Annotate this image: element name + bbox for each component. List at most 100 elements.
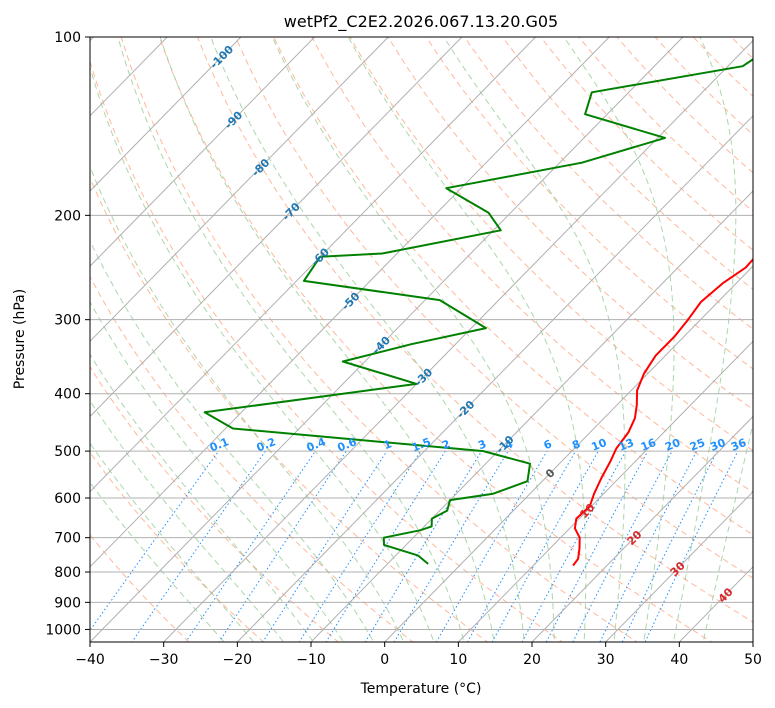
- mixing-ratio-label: 0.4: [305, 435, 328, 454]
- y-tick-label: 900: [54, 595, 81, 611]
- mixing-ratio-label: 8: [570, 437, 582, 452]
- x-tick-label: 40: [670, 652, 688, 668]
- dewpoint-line: [203, 58, 753, 565]
- mixing-ratio-label: 0.1: [208, 435, 231, 454]
- dry-adiabat-line: [90, 59, 564, 642]
- mixing-ratio-label: 30: [708, 436, 727, 454]
- dry-adiabat-line: [692, 37, 753, 98]
- x-tick-label: 50: [744, 652, 762, 668]
- isotherm-line: [310, 190, 753, 642]
- mixing-ratio-label: 0.2: [255, 435, 278, 454]
- x-axis-title: Temperature (°C): [360, 681, 482, 697]
- moist-adiabat-line: [90, 400, 285, 642]
- isotherm-line: [90, 37, 536, 493]
- dry-adiabat-line: [235, 37, 753, 579]
- dry-adiabat-line: [730, 37, 753, 60]
- mixing-ratio-label: 36: [729, 436, 748, 454]
- isotherm-line: [384, 265, 753, 642]
- dry-adiabat-line: [654, 37, 753, 136]
- y-tick-label: 500: [54, 444, 81, 460]
- moist-adiabat-line: [90, 239, 375, 642]
- isotherm-line: [752, 641, 753, 642]
- x-tick-label: −40: [75, 652, 105, 668]
- mixing-ratio-label: 20: [663, 436, 682, 454]
- x-tick-label: 30: [597, 652, 615, 668]
- mixing-ratio-label: 16: [639, 436, 658, 454]
- dry-adiabat-line: [197, 37, 753, 623]
- dry-adiabat-line: [349, 37, 753, 452]
- mixing-ratio-line: [131, 450, 266, 642]
- isotherm-line: [90, 37, 463, 418]
- mixing-ratio-line: [262, 450, 388, 642]
- moist-adiabat-line: [90, 301, 345, 642]
- dry-adiabat-line: [501, 37, 753, 290]
- temperature-line: [572, 257, 753, 567]
- chart-title: wetPf2_C2E2.2026.067.13.20.G05: [284, 12, 558, 32]
- mixing-ratio-line: [435, 450, 548, 642]
- isotherm-line: [90, 37, 610, 568]
- x-tick-label: −10: [296, 652, 326, 668]
- isotherm-line: [90, 37, 389, 343]
- mixing-ratio-label: 6: [542, 437, 554, 452]
- moist-adiabat-line: [271, 37, 555, 642]
- dry-adiabat-line: [425, 37, 753, 370]
- dry-adiabat-line: [616, 37, 753, 174]
- y-axis: 100 200 300 400 500 600 700 800 900 1000: [45, 30, 90, 638]
- isotherm-line: [90, 37, 684, 642]
- moist-adiabat-line: [90, 353, 315, 642]
- y-axis-title: Pressure (hPa): [12, 289, 28, 389]
- mixing-ratio-label: 2: [440, 437, 452, 452]
- dry-adiabat-line: [540, 37, 753, 251]
- dry-adiabat-line: [90, 275, 414, 642]
- isotherm-line: [457, 340, 753, 642]
- background-lines: [90, 27, 775, 650]
- x-tick-label: 20: [523, 652, 541, 668]
- y-tick-label: 1000: [45, 622, 81, 638]
- y-tick-label: 200: [54, 208, 81, 224]
- isotherm-line: [236, 115, 753, 642]
- x-tick-label: 10: [449, 652, 467, 668]
- moist-adiabat-line: [347, 37, 587, 642]
- dry-adiabat-line: [273, 37, 753, 536]
- moist-adiabat-line: [90, 65, 435, 642]
- mixing-ratio-line: [298, 450, 422, 642]
- dry-adiabat-line: [578, 37, 753, 212]
- mixing-ratio-line: [621, 450, 718, 642]
- mixing-ratio-line: [325, 450, 446, 642]
- moist-adiabat-line: [90, 481, 225, 642]
- mixing-ratio-line: [521, 450, 627, 642]
- mixing-ratio-line: [491, 450, 599, 642]
- dry-adiabat-line: [90, 534, 190, 642]
- series-layer: [203, 58, 753, 567]
- moist-adiabat-line: [90, 165, 405, 642]
- mixing-ratio-line: [644, 450, 739, 642]
- plot-frame: [89, 36, 754, 643]
- isotherm-line: [531, 415, 753, 642]
- moist-adiabat-line: [90, 442, 255, 642]
- moist-adiabat-line: [117, 37, 465, 642]
- x-tick-label: −20: [223, 652, 253, 668]
- mixing-ratio-line: [393, 450, 509, 642]
- moist-adiabat-line: [563, 37, 675, 642]
- dry-adiabat-line: [311, 37, 753, 494]
- isotherm-line: [605, 490, 753, 642]
- mixing-ratio-line: [218, 450, 347, 642]
- isotherm-label: -100: [208, 43, 237, 72]
- y-tick-label: 300: [54, 313, 81, 329]
- dry-adiabat-line: [90, 366, 340, 642]
- moist-adiabat-line: [210, 37, 525, 642]
- y-tick-label: 800: [54, 565, 81, 581]
- dry-adiabat-line: [120, 37, 638, 642]
- dry-adiabat-line: [759, 27, 775, 650]
- moist-adiabat-line: [673, 37, 737, 642]
- mixing-ratio-label: 10: [589, 436, 608, 454]
- moist-adiabat-line: [443, 37, 626, 642]
- mixing-ratio-line: [364, 450, 483, 642]
- moist-adiabat-line: [702, 421, 753, 642]
- mixing-ratio-line: [545, 450, 649, 642]
- mixing-ratio-label: 13: [617, 436, 636, 454]
- y-tick-label: 100: [54, 30, 81, 46]
- dry-adiabat-line: [463, 37, 753, 330]
- y-tick-label: 400: [54, 387, 81, 403]
